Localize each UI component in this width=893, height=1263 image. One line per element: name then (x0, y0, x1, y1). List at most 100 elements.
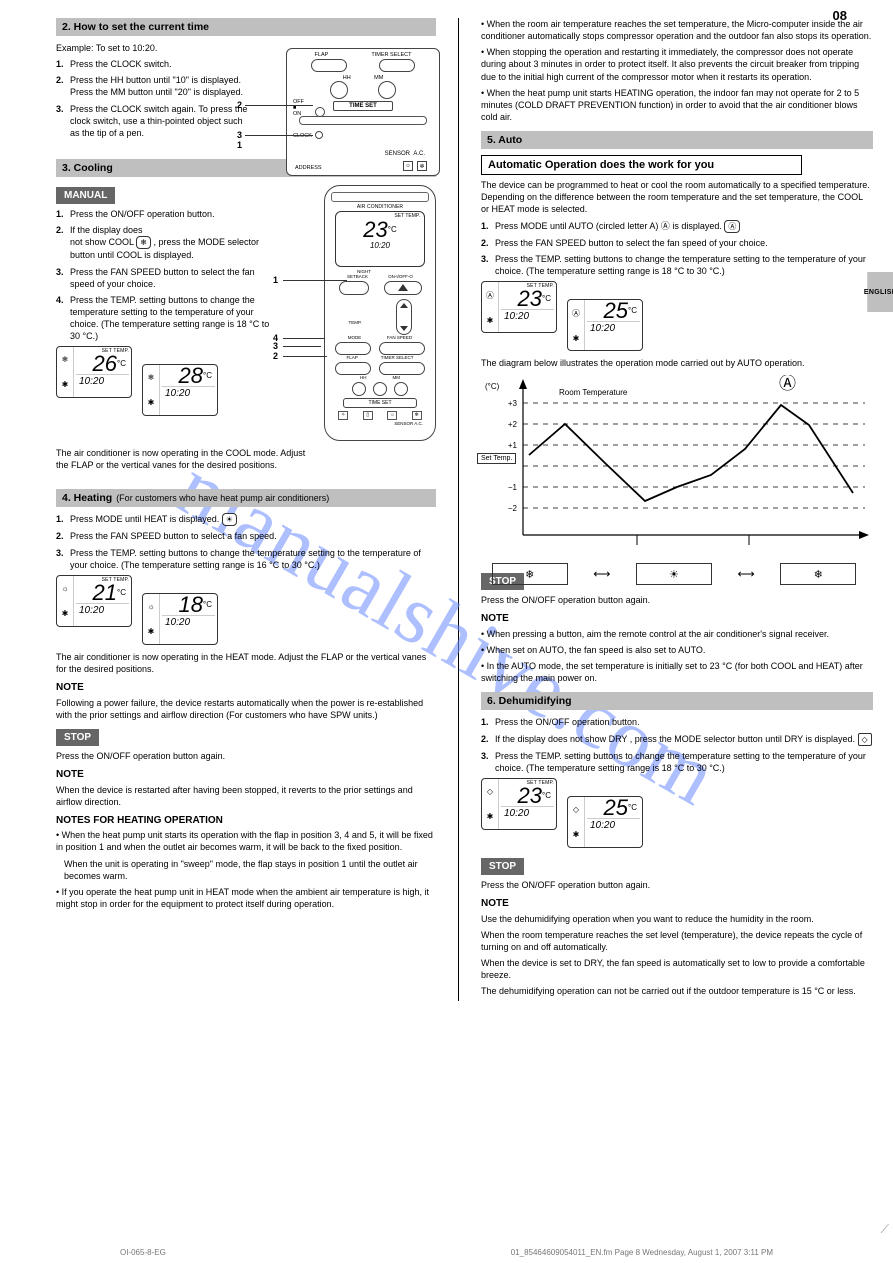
corner-dash: ⟋ (881, 1222, 889, 1237)
sec6-stop3: When the room temperature reaches the se… (481, 929, 873, 953)
sec3-step2: 2.Press the FAN SPEED button to select a… (56, 530, 436, 542)
night-btn (339, 281, 369, 295)
lcd-21: ☼✱ SET TEMP.21°C10:20 (56, 575, 132, 627)
timer-btn (379, 59, 415, 72)
sec1-intro: Example: To set to 10:20. (56, 42, 254, 54)
sec6-stop2: Use the dehumidifying operation when you… (481, 913, 873, 925)
sec3-after: The air conditioner is now operating in … (56, 651, 436, 675)
timer-btn (379, 362, 425, 375)
manual-page: 08 ENGLISH manualshive.com 2. How to set… (0, 0, 893, 1263)
sec3-step3: 3.Press the TEMP. setting buttons to cha… (56, 547, 436, 571)
sec2-step2: 2. If the display does not show COOL ❄ ,… (56, 224, 276, 261)
lcd-a25: Ⓐ✱ 25°C10:20 (567, 299, 643, 351)
svg-text:+3: +3 (508, 399, 518, 408)
sec2-step1: 1.Press the ON/OFF operation button. (56, 208, 276, 220)
sec6-stop5: The dehumidifying operation can not be c… (481, 985, 873, 997)
sec3-note-head: NOTE (56, 681, 436, 695)
section-heading-heating: 4. Heating (For customers who have heat … (56, 489, 436, 507)
sec6-stop4: When the device is set to DRY, the fan s… (481, 957, 873, 981)
foot-icons: ☼❄ (403, 161, 427, 171)
stop-subheading-3: STOP (481, 858, 524, 875)
svg-text:−2: −2 (508, 504, 518, 513)
zone-heat: ☀ (636, 563, 712, 585)
footer: OI-065-8-EG 01_85464609054011_EN.fm Page… (0, 1248, 893, 1257)
left-column: 2. How to set the current time Example: … (56, 18, 436, 1001)
footer-left: OI-065-8-EG (120, 1248, 166, 1257)
right-column: • When the room air temperature reaches … (481, 18, 873, 1001)
timeset-label: TIME SET (333, 101, 393, 111)
chart-caption: The diagram below illustrates the operat… (481, 357, 873, 369)
lcd-pair-heat: ☼✱ SET TEMP.21°C10:20 ☼✱ 18°C10:20 (56, 575, 436, 645)
lcd-pair-auto: Ⓐ✱ SET TEMP.23°C10:20 Ⓐ✱ 25°C10:20 (481, 281, 873, 351)
svg-text:Ⓐ: Ⓐ (779, 375, 796, 393)
dry-icon: ◇ (858, 733, 872, 746)
sec5-step2: 2.Press the FAN SPEED button to select t… (481, 237, 873, 249)
auto-box-heading: Automatic Operation does the work for yo… (481, 155, 802, 175)
sec3-hn1: • When the heat pump unit starts its ope… (56, 829, 436, 853)
sec1-step3: 3.Press the CLOCK switch again. To press… (56, 103, 254, 139)
sec4-p3: • When the heat pump unit starts HEATING… (481, 87, 873, 123)
mode-btn (335, 342, 371, 355)
temp-rocker (396, 299, 412, 335)
svg-text:+2: +2 (508, 420, 518, 429)
sec5-stop: Press the ON/OFF operation button again. (481, 594, 873, 606)
auto-mode-chart: Set Temp. (479, 375, 869, 565)
lcd-18: ☼✱ 18°C10:20 (142, 593, 218, 645)
lcd-pair-dry: ◇✱ SET TEMP.23°C10:20 ◇✱ 25°C10:20 (481, 778, 873, 848)
svg-text:(°C): (°C) (485, 382, 500, 391)
auto-icon: Ⓐ (724, 220, 740, 233)
heat-icon: ☀ (222, 513, 237, 526)
sec3-hn2: When the unit is operating in "sweep" mo… (56, 858, 436, 882)
sec5-step3: 3.Press the TEMP. setting buttons to cha… (481, 253, 873, 277)
sec2-step3: 3.Press the FAN SPEED button to select t… (56, 266, 276, 290)
column-separator (458, 18, 459, 1001)
sec4-p2: • When stopping the operation and restar… (481, 46, 873, 82)
sec1-step2: 2.Press the HH button until "10" is disp… (56, 74, 254, 98)
battery-slot (299, 116, 427, 125)
sec6-step2: 2.If the display does not show DRY , pre… (481, 733, 873, 746)
sec6-note-head: NOTE (481, 897, 873, 911)
hh-btn (330, 81, 348, 99)
lcd-d23: ◇✱ SET TEMP.23°C10:20 (481, 778, 557, 830)
sec1-step1: 1.Press the CLOCK switch. (56, 58, 254, 70)
sec3-note: Following a power failure, the device re… (56, 697, 436, 721)
footer-right: 01_85464609054011_EN.fm Page 8 Wednesday… (511, 1248, 773, 1257)
zone-cool-2: ❄ (780, 563, 856, 585)
onoff-btn (384, 281, 422, 295)
sec2-step4: 4.Press the TEMP. setting buttons to cha… (56, 294, 276, 343)
svg-text:−1: −1 (508, 483, 518, 492)
sec5-step1: 1.Press MODE until AUTO (circled letter … (481, 220, 873, 233)
lcd-28: ❄✱ 28°C10:20 (142, 364, 218, 416)
sec6-step1: 1.Press the ON/OFF operation button. (481, 716, 873, 728)
svg-text:Room Temperature: Room Temperature (559, 388, 628, 397)
sec5-n3: • In the AUTO mode, the set temperature … (481, 660, 873, 684)
zone-cool-1: ❄ (492, 563, 568, 585)
fan-btn (379, 342, 425, 355)
sec5-n1: • When pressing a button, aim the remote… (481, 628, 873, 640)
flap-btn (311, 59, 347, 72)
content-columns: 2. How to set the current time Example: … (56, 18, 853, 1001)
mm-btn (378, 81, 396, 99)
sec5-note-head: NOTE (481, 612, 873, 626)
lcd-d25: ◇✱ 25°C10:20 (567, 796, 643, 848)
chart-svg: +3 +2 +1 −1 −2 (°C) Ⓐ Room Temperature (479, 375, 869, 565)
section-heading-time: 2. How to set the current time (56, 18, 436, 36)
sec6-step3: 3.Press the TEMP. setting buttons to cha… (481, 750, 873, 774)
remote-small-diagram: FLAPTIMER SELECT HHMM OFF■ON CLOCK TIME … (286, 48, 440, 176)
sec3-note-head2: NOTE (56, 768, 436, 782)
sec3-step1: 1.Press MODE until HEAT is displayed. ☀ (56, 513, 436, 526)
lcd-26: ❄✱ SET TEMP.26°C10:20 (56, 346, 132, 398)
section-heading-dehum: 6. Dehumidifying (481, 692, 873, 710)
svg-text:+1: +1 (508, 441, 518, 450)
sec5-p1: The device can be programmed to heat or … (481, 179, 873, 215)
lcd-a23: Ⓐ✱ SET TEMP.23°C10:20 (481, 281, 557, 333)
chart-zone-row: ❄ ⟷ ☀ ⟷ ❄ (479, 563, 869, 585)
sec3-note2: When the device is restarted after havin… (56, 784, 436, 808)
manual-subheading: MANUAL (56, 187, 115, 204)
section-heading-auto: 5. Auto (481, 131, 873, 149)
cool-icon: ❄ (136, 236, 151, 249)
sec5-n2: • When set on AUTO, the fan speed is als… (481, 644, 873, 656)
flap-btn (335, 362, 371, 375)
sec4-p1: • When the room air temperature reaches … (481, 18, 873, 42)
sec6-stop1: Press the ON/OFF operation button again. (481, 879, 873, 891)
